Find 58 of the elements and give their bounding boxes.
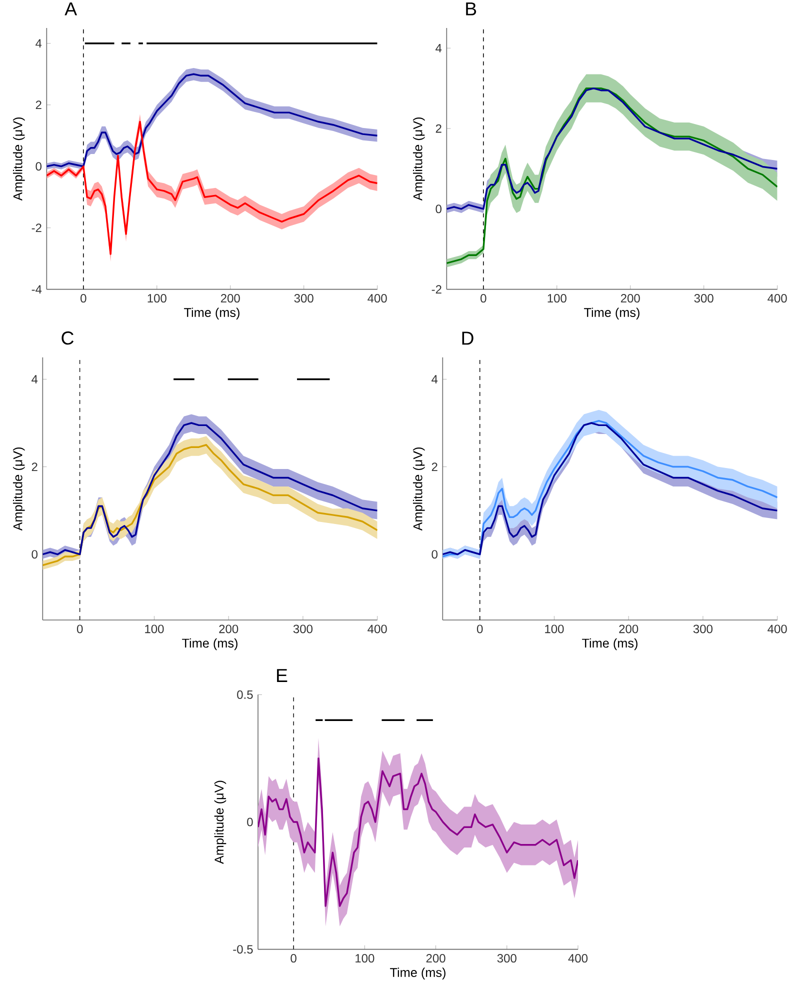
x-tick-label: 100 <box>548 294 566 303</box>
x-axis-title: Time (ms) <box>584 308 640 320</box>
x-tick-label: 300 <box>693 624 712 634</box>
y-axis-title: Amplitude (μV) <box>412 117 425 201</box>
y-tick-label: 2 <box>36 100 42 110</box>
y-axis-title: Amplitude (μV) <box>412 447 425 531</box>
chart-title: B <box>466 2 476 16</box>
x-tick-label: 0 <box>80 294 86 303</box>
y-axis-title: Amplitude (μV) <box>12 117 25 201</box>
x-axis-title: Time (ms) <box>184 308 240 320</box>
x-tick-label: 400 <box>568 954 588 963</box>
x-axis-title: Time (ms) <box>582 638 638 650</box>
x-tick-label: 400 <box>368 294 387 303</box>
y-tick-label: 2 <box>436 124 442 133</box>
y-tick-label: -2 <box>432 285 442 294</box>
x-axis-title: Time (ms) <box>182 638 238 650</box>
x-tick-label: 0 <box>76 624 83 634</box>
y-axis-title: Amplitude (μV) <box>12 447 25 531</box>
x-tick-label: 200 <box>619 624 638 634</box>
x-tick-label: 0 <box>476 624 483 634</box>
x-tick-label: 400 <box>768 294 787 303</box>
y-tick-label: 2 <box>32 462 38 471</box>
y-tick-label: -4 <box>32 285 42 294</box>
y-tick-label: -0.5 <box>233 945 253 954</box>
chart-title: D <box>462 332 474 345</box>
chart-title: A <box>64 2 78 16</box>
x-tick-label: 200 <box>426 954 446 963</box>
x-tick-label: 200 <box>620 294 640 303</box>
x-tick-label: 0 <box>290 954 296 963</box>
chart-title: E <box>277 669 288 682</box>
y-tick-label: 0 <box>432 550 438 559</box>
y-tick-label: 4 <box>436 44 442 52</box>
x-tick-label: 300 <box>294 294 314 303</box>
y-tick-label: 4 <box>32 375 38 384</box>
y-tick-label: 0 <box>32 550 38 559</box>
y-tick-label: 0 <box>247 818 253 826</box>
x-tick-label: 100 <box>145 624 164 634</box>
y-tick-label: 0 <box>436 204 442 214</box>
y-tick-label: -2 <box>32 224 42 232</box>
x-tick-label: 100 <box>148 294 166 303</box>
y-axis-title: Amplitude (μV) <box>214 780 226 864</box>
y-tick-label: 4 <box>36 39 42 48</box>
x-tick-label: 200 <box>219 624 238 634</box>
y-tick-label: 4 <box>432 375 438 384</box>
x-tick-label: 400 <box>368 624 387 634</box>
x-tick-label: 200 <box>220 294 240 303</box>
x-tick-label: 100 <box>356 954 374 963</box>
y-tick-label: 2 <box>432 462 438 471</box>
x-tick-label: 300 <box>694 294 714 303</box>
x-tick-label: 300 <box>497 954 516 963</box>
x-tick-label: 100 <box>545 624 564 634</box>
x-axis-title: Time (ms) <box>390 968 446 980</box>
x-tick-label: 400 <box>768 624 787 634</box>
x-tick-label: 300 <box>293 624 312 634</box>
chart-title: C <box>62 331 74 345</box>
y-tick-label: 0.5 <box>237 690 253 699</box>
y-tick-label: 0 <box>36 162 42 171</box>
x-tick-label: 0 <box>480 294 486 303</box>
